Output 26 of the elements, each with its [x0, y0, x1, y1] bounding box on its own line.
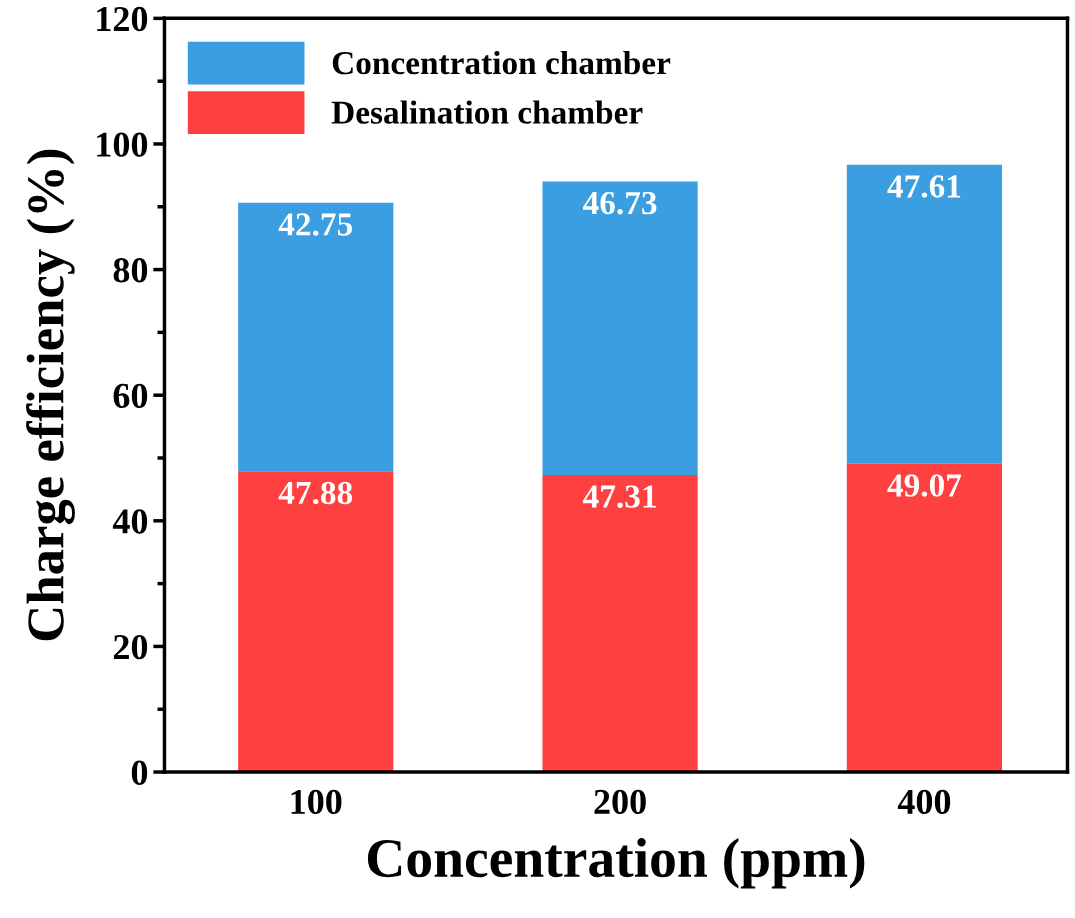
bar: [238, 202, 394, 472]
data-label: 46.73: [583, 191, 657, 215]
y-tick-label: 40: [112, 509, 148, 534]
y-tick-label: 100: [97, 132, 148, 157]
data-label: 47.31: [583, 485, 656, 508]
data-label: 47.61: [887, 175, 961, 198]
x-tick-label: 400: [897, 789, 951, 815]
legend-label: Desalination chamber: [331, 100, 643, 124]
y-axis-title: Charge efficiency (%): [26, 149, 75, 641]
legend-label: Concentration chamber: [332, 50, 671, 75]
bar: [846, 164, 1003, 464]
data-label: 49.07: [887, 474, 962, 497]
data-label: 42.75: [278, 213, 353, 236]
x-tick-label: 100: [291, 789, 342, 815]
y-tick-label: 60: [113, 383, 148, 409]
bar: [542, 474, 698, 773]
bar: [846, 463, 1003, 773]
bar: [238, 471, 394, 773]
y-tick-label: 120: [97, 6, 148, 32]
y-tick-label: 20: [113, 634, 148, 660]
y-tick-label: 0: [131, 760, 148, 785]
x-tick-label: 200: [594, 789, 646, 815]
bar: [542, 181, 698, 475]
x-axis-title: Concentration (ppm): [367, 838, 865, 889]
y-tick-label: 80: [113, 258, 148, 283]
data-label: 47.88: [278, 481, 353, 505]
